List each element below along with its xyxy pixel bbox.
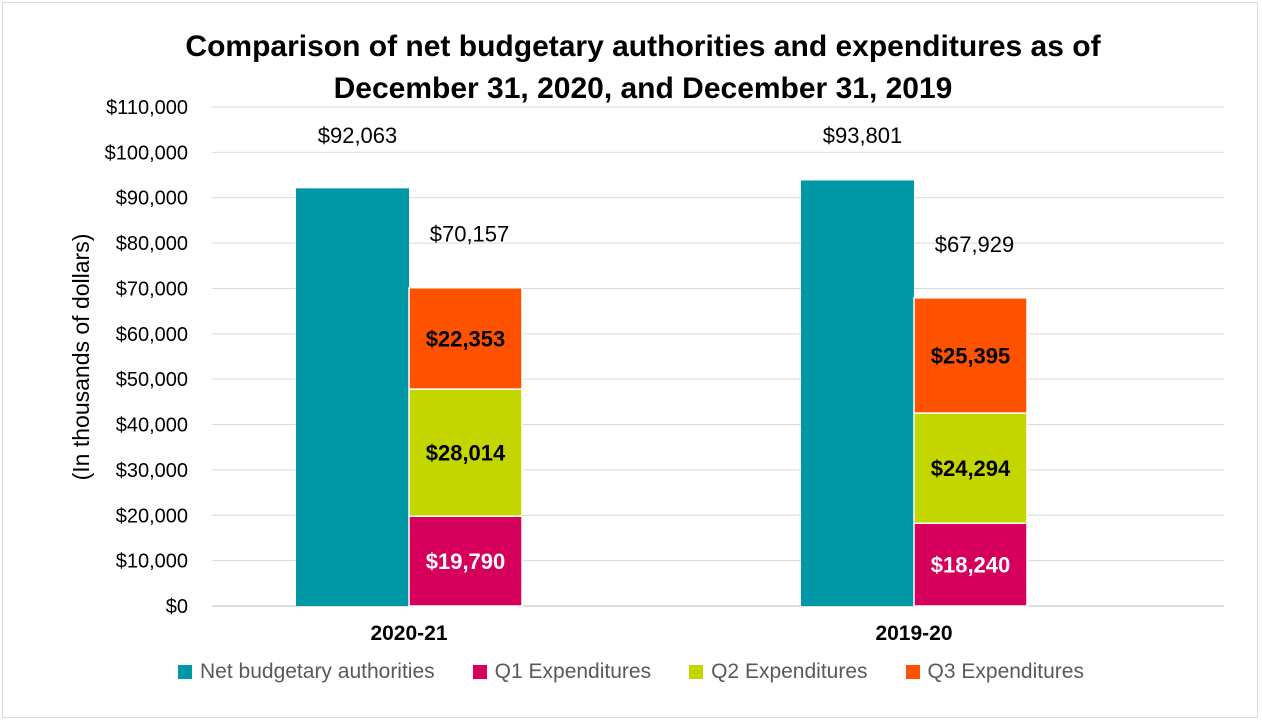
- x-tick-label-2020-21: 2020-21: [370, 622, 447, 645]
- bar-q3-expenditures-2019-20: [913, 297, 1028, 414]
- legend: Net budgetary authorities Q1 Expenditures…: [0, 660, 1262, 684]
- legend-swatch: [178, 665, 193, 679]
- y-tick-label: $50,000: [116, 369, 188, 391]
- y-tick-label: $60,000: [116, 324, 188, 346]
- data-label-q3-expenditures-2020-21: $22,353: [426, 326, 506, 351]
- data-label-q2-expenditures-2019-20: $24,294: [931, 456, 1011, 481]
- legend-label: Q1 Expenditures: [494, 660, 652, 683]
- bar-q3-expenditures-2020-21: [408, 286, 523, 390]
- legend-item: Q3 Expenditures: [905, 660, 1084, 684]
- data-label-q3-expenditures-2019-20: $25,395: [931, 343, 1011, 368]
- grid-layer: $0 $10,000 $20,000 $30,000 $40,000 $50,000 $60…: [105, 97, 1224, 618]
- y-tick-label: $40,000: [116, 415, 188, 437]
- legend-swatch: [905, 665, 920, 679]
- chart-title: Comparison of net budgetary authorities …: [0, 26, 1262, 110]
- data-label-total-2019-20: $67,929: [935, 232, 1015, 257]
- legend-label: Net budgetary authorities: [200, 660, 435, 683]
- bar-net-budgetary-authorities-2019-20: [801, 180, 914, 606]
- data-label-authorities-2019-20: $93,801: [823, 123, 903, 148]
- legend-item: Q1 Expenditures: [472, 660, 652, 684]
- x-tick-label-2019-20: 2019-20: [875, 622, 952, 645]
- labels-layer: $92,063 $19,790 $28,014 $22,353 $70,157 2020-…: [318, 123, 1015, 645]
- chart-title-line-2: December 31, 2020, and December 31, 2019: [333, 72, 953, 105]
- y-tick-label: $20,000: [116, 505, 188, 527]
- legend-label: Q2 Expenditures: [711, 660, 868, 683]
- bars-layer: [296, 180, 1028, 607]
- legend-label: Q3 Expenditures: [927, 660, 1084, 683]
- y-tick-label: $110,000: [106, 97, 188, 119]
- data-label-authorities-2020-21: $92,063: [318, 123, 398, 148]
- y-tick-label: $30,000: [116, 460, 188, 482]
- bar-q2-expenditures-2019-20: [913, 412, 1028, 525]
- y-tick-label: $90,000: [116, 188, 188, 210]
- data-label-q1-expenditures-2020-21: $19,790: [426, 549, 506, 574]
- y-axis-title: (In thousands of dollars): [68, 234, 94, 481]
- bar-q1-expenditures-2019-20: [913, 522, 1028, 607]
- data-label-total-2020-21: $70,157: [430, 222, 510, 247]
- data-label-q1-expenditures-2019-20: $18,240: [931, 553, 1011, 578]
- data-label-q2-expenditures-2020-21: $28,014: [426, 441, 506, 466]
- y-tick-label: $100,000: [105, 142, 188, 164]
- legend-item: Q2 Expenditures: [689, 660, 868, 684]
- legend-swatch: [689, 665, 704, 679]
- y-tick-label: $70,000: [116, 278, 188, 300]
- legend-swatch: [472, 665, 487, 679]
- y-tick-label: $10,000: [116, 551, 188, 573]
- y-tick-label: $80,000: [116, 233, 188, 255]
- y-tick-label: $0: [166, 596, 188, 618]
- legend-item: Net budgetary authorities: [178, 660, 435, 684]
- chart-title-line-1: Comparison of net budgetary authorities …: [185, 30, 1101, 63]
- bar-net-budgetary-authorities-2020-21: [296, 188, 409, 606]
